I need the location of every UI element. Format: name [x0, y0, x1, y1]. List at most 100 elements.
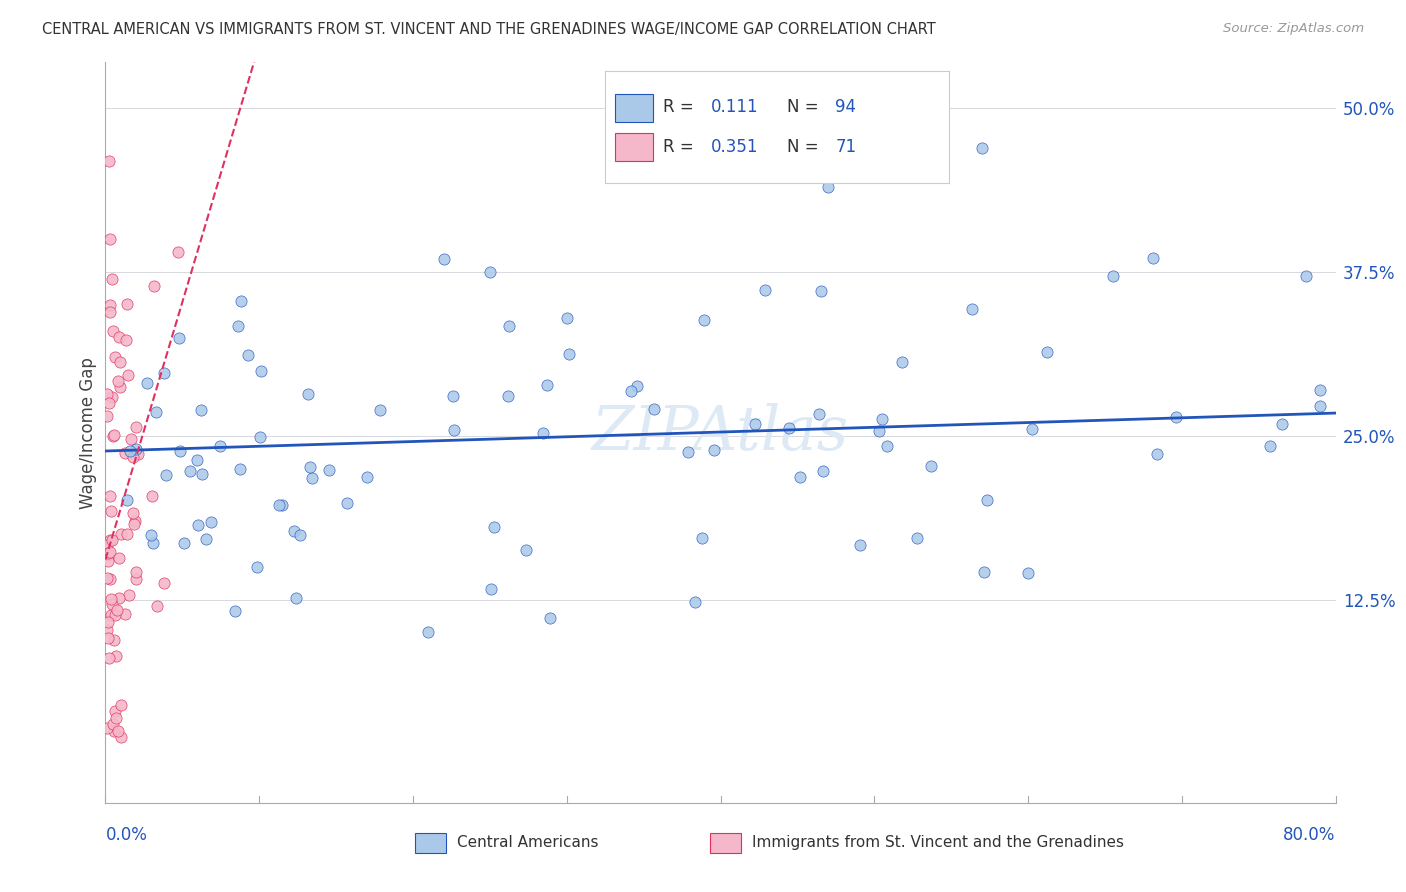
Point — [96, 571, 118, 585]
Point — [868, 424, 890, 438]
Point — [101, 324, 124, 338]
Point — [143, 279, 166, 293]
Point — [267, 499, 290, 513]
Point — [100, 608, 122, 623]
Point — [142, 536, 165, 550]
Point — [97, 631, 120, 645]
Point — [433, 252, 456, 266]
Point — [538, 611, 561, 625]
Point — [152, 576, 174, 591]
Point — [96, 409, 118, 423]
Point — [811, 464, 834, 478]
Point — [103, 632, 125, 647]
Point — [226, 319, 249, 334]
Point — [96, 538, 118, 552]
Point — [98, 572, 121, 586]
Point — [1309, 383, 1331, 397]
Point — [817, 180, 839, 194]
Y-axis label: Wage/Income Gap: Wage/Income Gap — [79, 357, 97, 508]
Point — [250, 364, 273, 378]
Point — [103, 724, 125, 739]
Point — [515, 543, 537, 558]
Text: 94: 94 — [835, 98, 856, 116]
Point — [194, 532, 217, 546]
Point — [96, 624, 118, 638]
Point — [97, 153, 120, 168]
Point — [191, 467, 214, 482]
Point — [146, 599, 169, 614]
Bar — [614, 133, 652, 161]
Bar — [614, 94, 652, 121]
Point — [110, 698, 132, 712]
Text: Immigrants from St. Vincent and the Grenadines: Immigrants from St. Vincent and the Gren… — [752, 836, 1125, 850]
Point — [107, 375, 129, 389]
Point — [167, 331, 190, 345]
Point — [179, 464, 201, 478]
Point — [96, 615, 118, 629]
Point — [224, 604, 246, 618]
Point — [531, 425, 554, 440]
Point — [115, 297, 138, 311]
Point — [155, 468, 177, 483]
Point — [1035, 345, 1057, 359]
Text: Central Americans: Central Americans — [457, 836, 599, 850]
Point — [103, 428, 125, 442]
Point — [104, 351, 127, 365]
Point — [115, 493, 138, 508]
Point — [744, 417, 766, 431]
Point — [114, 333, 136, 347]
Point — [108, 591, 131, 605]
Point — [238, 348, 260, 362]
Point — [970, 140, 993, 154]
Point — [105, 649, 128, 664]
Point — [110, 527, 132, 541]
Text: 0.0%: 0.0% — [105, 826, 148, 845]
Point — [200, 515, 222, 529]
Point — [110, 355, 132, 369]
Point — [187, 518, 209, 533]
Point — [676, 445, 699, 459]
Point — [283, 524, 305, 538]
Point — [643, 402, 665, 417]
Point — [122, 506, 145, 520]
Point — [124, 514, 146, 528]
Point — [693, 312, 716, 326]
Text: 0.351: 0.351 — [711, 137, 759, 155]
Point — [1258, 439, 1281, 453]
Point — [122, 450, 145, 464]
Point — [120, 433, 142, 447]
Point — [496, 389, 519, 403]
Point — [101, 429, 124, 443]
Point — [1295, 269, 1317, 284]
Point — [245, 560, 267, 574]
Text: 80.0%: 80.0% — [1284, 826, 1336, 845]
Point — [101, 533, 124, 548]
Point — [482, 520, 505, 534]
Point — [1017, 566, 1039, 581]
Point — [153, 367, 176, 381]
Point — [271, 498, 294, 512]
Point — [443, 423, 465, 437]
Point — [284, 591, 307, 605]
Point — [229, 462, 252, 476]
Point — [104, 607, 127, 622]
Point — [754, 283, 776, 297]
Point — [702, 443, 724, 458]
Point — [98, 305, 121, 319]
Point — [122, 516, 145, 531]
Point — [100, 390, 122, 404]
Point — [555, 310, 578, 325]
Point — [100, 592, 122, 607]
Point — [920, 458, 942, 473]
Point — [104, 704, 127, 718]
Point — [141, 489, 163, 503]
Point — [890, 355, 912, 369]
Point — [97, 554, 120, 568]
Point — [1146, 447, 1168, 461]
Point — [558, 347, 581, 361]
Point — [208, 439, 231, 453]
Point — [98, 232, 121, 246]
Point — [101, 717, 124, 731]
Point — [108, 380, 131, 394]
Point — [626, 379, 648, 393]
